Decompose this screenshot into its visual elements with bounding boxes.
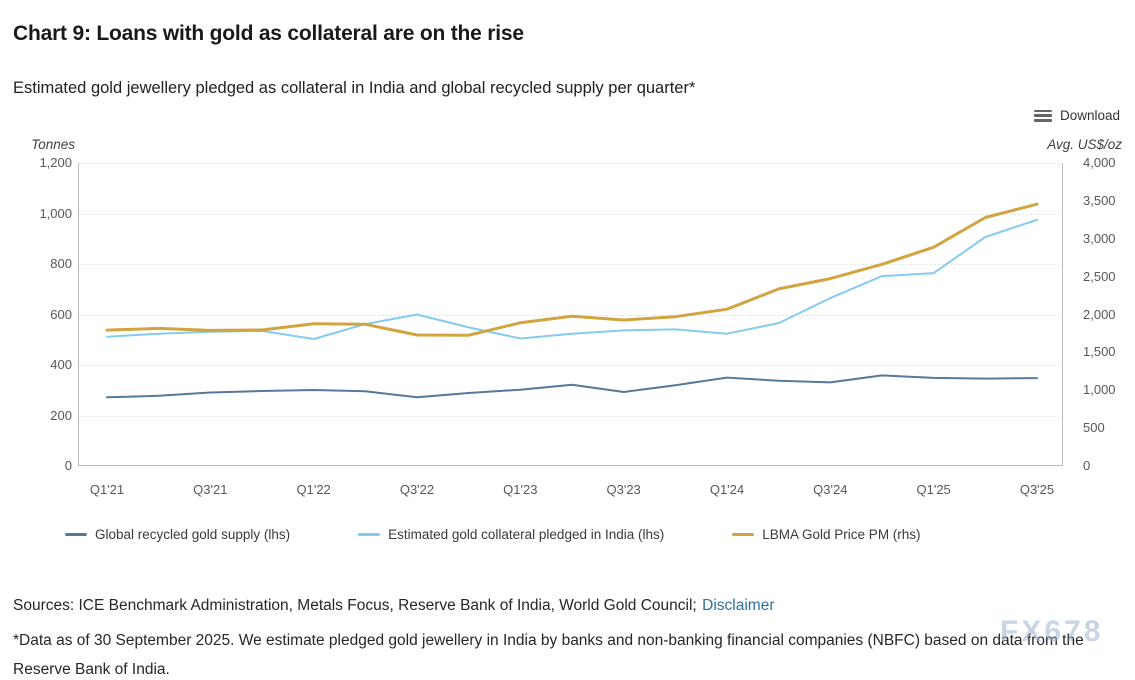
- x-axis-label: Q3'24: [813, 482, 848, 497]
- series-line-rhs: [105, 202, 1039, 337]
- legend-item[interactable]: Global recycled gold supply (lhs): [65, 527, 290, 542]
- y-axis-tick-left: 200: [50, 407, 72, 423]
- sources-line: Sources: ICE Benchmark Administration, M…: [13, 597, 775, 615]
- y-axis-tick-left: 800: [50, 256, 72, 271]
- y-axis-tick-left: 0: [64, 458, 72, 473]
- y-axis-tick-left: 400: [50, 357, 72, 372]
- x-axis-label: Q3'21: [193, 482, 228, 497]
- y-axis-tick-left: 1,000: [39, 205, 72, 221]
- right-axis-title: Avg. US$/oz: [1047, 137, 1122, 152]
- legend-marker: [732, 533, 755, 536]
- legend-marker: [358, 533, 381, 536]
- y-axis-tick-right: 1,500: [1083, 344, 1116, 360]
- x-axis-label: Q3'22: [399, 482, 435, 497]
- x-axis-label: Q1'25: [916, 482, 951, 497]
- legend-label: Estimated gold collateral pledged in Ind…: [388, 527, 665, 542]
- legend-item[interactable]: Estimated gold collateral pledged in Ind…: [358, 527, 664, 542]
- legend-marker: [65, 533, 87, 536]
- chart-subtitle: Estimated gold jewellery pledged as coll…: [13, 78, 696, 97]
- y-axis-tick-right: 3,500: [1083, 192, 1116, 208]
- legend: Global recycled gold supply (lhs) Estimat…: [65, 527, 921, 542]
- download-menu-icon: [1033, 109, 1052, 122]
- series-line-lhs: [106, 218, 1038, 340]
- y-axis-tick-right: 2,500: [1083, 268, 1116, 284]
- left-axis-title: Tonnes: [31, 137, 75, 152]
- y-axis-tick-right: 0: [1083, 458, 1091, 473]
- y-axis-tick-left: 600: [50, 306, 72, 322]
- y-axis-tick-right: 500: [1083, 420, 1105, 436]
- legend-item[interactable]: LBMA Gold Price PM (rhs): [732, 527, 921, 542]
- x-axis-label: Q3'23: [606, 482, 641, 497]
- x-axis-label: Q1'24: [709, 482, 745, 497]
- legend-label: LBMA Gold Price PM (rhs): [762, 527, 921, 542]
- x-axis-label: Q3'25: [1019, 482, 1055, 497]
- download-button[interactable]: Download: [1033, 108, 1120, 123]
- series-line-lhs: [106, 374, 1038, 399]
- sources-text: Sources: ICE Benchmark Administration, M…: [13, 597, 697, 614]
- plot-area: [78, 163, 1063, 466]
- footnote-text: *Data as of 30 September 2025. We estima…: [13, 632, 1084, 678]
- chart-title: Chart 9: Loans with gold as collateral a…: [13, 22, 524, 46]
- download-label: Download: [1059, 108, 1120, 123]
- y-axis-tick-left: 1,200: [39, 155, 72, 170]
- x-axis-label: Q1'21: [89, 482, 125, 497]
- legend-label: Global recycled gold supply (lhs): [95, 527, 291, 542]
- x-axis-label: Q1'23: [503, 482, 538, 497]
- y-axis-tick-right: 2,000: [1083, 306, 1116, 322]
- y-axis-tick-right: 1,000: [1083, 382, 1116, 398]
- y-axis-tick-right: 3,000: [1083, 230, 1116, 246]
- disclaimer-link[interactable]: Disclaimer: [702, 597, 775, 614]
- x-axis-label: Q1'22: [296, 482, 331, 497]
- y-axis-tick-right: 4,000: [1083, 155, 1116, 170]
